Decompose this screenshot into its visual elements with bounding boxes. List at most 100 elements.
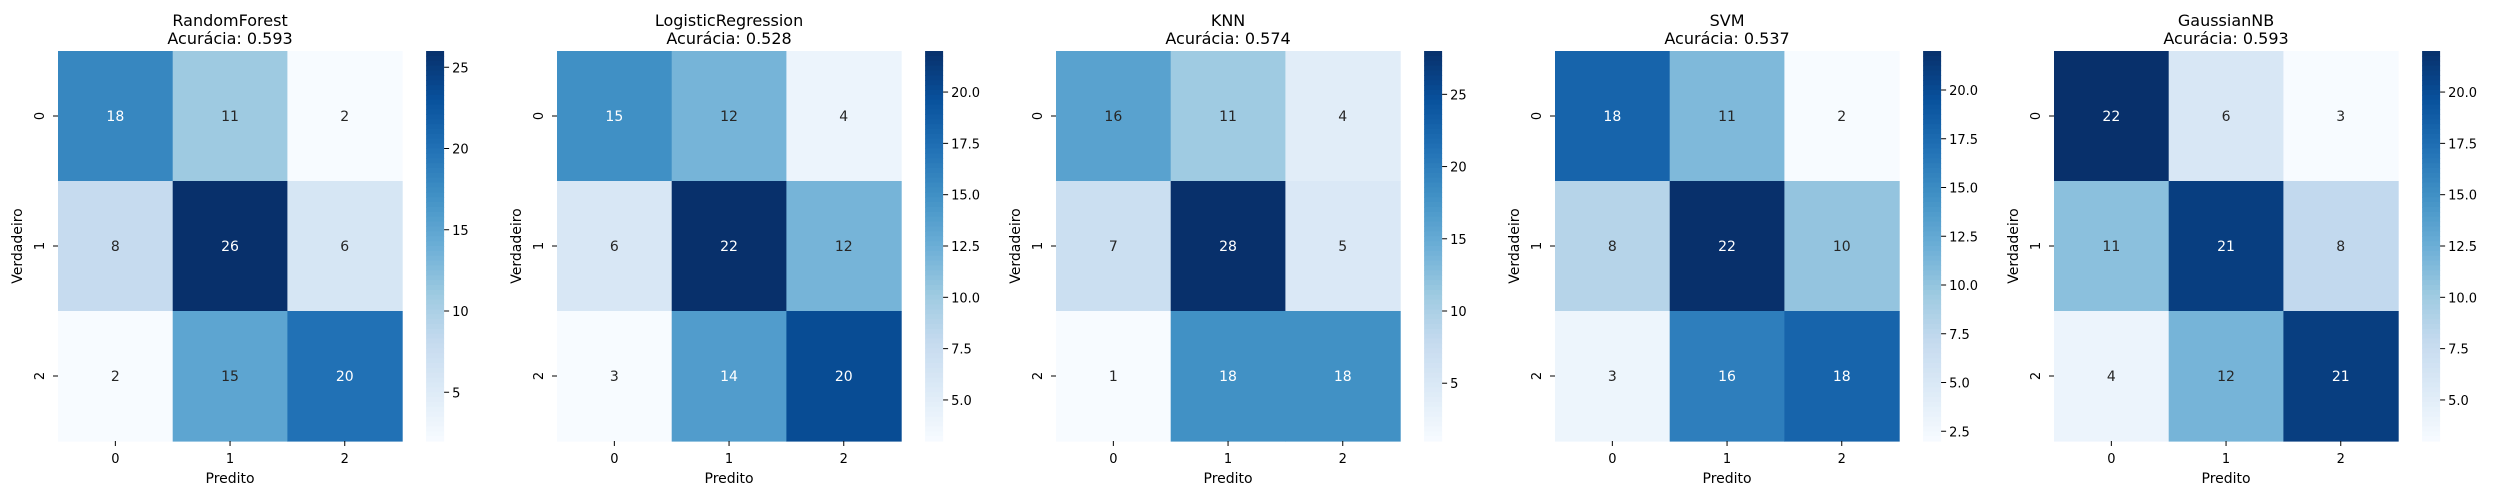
colorbar-segment — [2422, 250, 2441, 257]
colorbar-segment — [2422, 119, 2441, 125]
colorbar-segment — [1424, 119, 1443, 125]
colorbar-segment — [426, 324, 445, 330]
heatmap-cell — [2168, 311, 2284, 442]
colorbar-segment — [426, 392, 445, 398]
colorbar-segment — [925, 436, 944, 442]
colorbar-segment — [426, 246, 445, 252]
cell-value-label: 3 — [1608, 369, 1617, 385]
cell-value-label: 22 — [720, 239, 738, 255]
colorbar-segment — [1923, 114, 1942, 120]
colorbar-segment — [925, 99, 944, 106]
colorbar-segment — [1424, 211, 1443, 218]
colorbar-segment — [426, 55, 445, 62]
colorbar-segment — [1923, 275, 1942, 281]
colorbar-segment — [1923, 221, 1942, 228]
heatmap-cell — [1669, 51, 1785, 182]
colorbar-segment — [1424, 158, 1443, 164]
colorbar-segment — [1923, 319, 1942, 325]
colorbar-tick-label: 10 — [1450, 305, 1467, 320]
colorbar-segment — [925, 250, 944, 257]
colorbar-tick-label: 17.5 — [2448, 137, 2477, 152]
colorbar-segment — [1923, 158, 1942, 164]
colorbar-segment — [2422, 55, 2441, 62]
colorbar-segment — [2422, 353, 2441, 359]
colorbar-segment — [426, 436, 445, 442]
colorbar-segment — [1923, 236, 1942, 242]
colorbar-segment — [426, 90, 445, 96]
heatmap-cell — [1170, 181, 1286, 312]
colorbar-segment — [426, 411, 445, 418]
colorbar-segment — [1923, 421, 1942, 427]
colorbar-segment — [1424, 289, 1443, 296]
colorbar-segment — [2422, 406, 2441, 413]
colorbar-segment — [1923, 182, 1942, 189]
colorbar-segment — [2422, 314, 2441, 320]
colorbar-segment — [2422, 163, 2441, 169]
colorbar-segment — [1424, 275, 1443, 281]
heatmap-cell — [287, 181, 403, 312]
colorbar-segment — [925, 343, 944, 349]
x-tick-label: 0 — [111, 452, 119, 467]
colorbar-segment — [2422, 153, 2441, 159]
colorbar-segment — [1424, 187, 1443, 193]
colorbar-segment — [925, 304, 944, 310]
colorbar-segment — [1424, 421, 1443, 427]
cell-value-label: 6 — [610, 239, 619, 255]
colorbar-segment — [925, 119, 944, 125]
heatmap-cell — [1784, 181, 1900, 312]
colorbar-segment — [925, 294, 944, 301]
colorbar-segment — [925, 397, 944, 403]
colorbar-segment — [2422, 343, 2441, 349]
colorbar-segment — [925, 382, 944, 388]
colorbar-segment — [925, 158, 944, 164]
colorbar-segment — [426, 114, 445, 120]
colorbar-tick-label: 20.0 — [2448, 86, 2477, 101]
x-axis-label: Predito — [705, 471, 754, 487]
heatmap-cell — [1669, 181, 1785, 312]
heatmap-cell — [1285, 311, 1401, 442]
colorbar-segment — [426, 202, 445, 208]
colorbar-segment — [925, 163, 944, 169]
colorbar-segment — [925, 168, 944, 174]
colorbar-segment — [2422, 382, 2441, 388]
colorbar-segment — [1923, 338, 1942, 345]
x-tick-label: 2 — [1838, 452, 1846, 467]
heatmap-cell — [2054, 311, 2170, 442]
colorbar-segment — [1923, 402, 1942, 408]
colorbar-segment — [2422, 60, 2441, 67]
colorbar-tick-label: 10 — [452, 305, 469, 320]
colorbar-segment — [1424, 280, 1443, 286]
colorbar-segment — [426, 236, 445, 242]
colorbar-segment — [426, 260, 445, 267]
colorbar-segment — [1923, 241, 1942, 247]
colorbar-segment — [1424, 231, 1443, 237]
colorbar-segment — [426, 94, 445, 101]
colorbar-segment — [2422, 109, 2441, 115]
colorbar-segment — [1923, 143, 1942, 150]
colorbar-segment — [1923, 255, 1942, 262]
colorbar-segment — [1424, 416, 1443, 423]
colorbar-segment — [1923, 211, 1942, 218]
cell-value-label: 3 — [2336, 109, 2345, 125]
heatmap-cell — [1555, 181, 1671, 312]
heatmap-cell — [1170, 311, 1286, 442]
colorbar-segment — [426, 241, 445, 247]
cell-value-label: 6 — [340, 239, 349, 255]
cell-value-label: 20 — [336, 369, 354, 385]
colorbar-segment — [925, 246, 944, 252]
colorbar-segment — [1923, 246, 1942, 252]
colorbar-segment — [1923, 387, 1942, 393]
cell-value-label: 18 — [1219, 369, 1237, 385]
colorbar-segment — [1424, 182, 1443, 189]
colorbar-segment — [2422, 426, 2441, 432]
colorbar-segment — [1923, 294, 1942, 301]
colorbar-segment — [2422, 133, 2441, 140]
colorbar-segment — [426, 377, 445, 384]
colorbar-segment — [925, 285, 944, 291]
colorbar-segment — [1424, 55, 1443, 62]
colorbar-segment — [2422, 358, 2441, 364]
colorbar-segment — [1923, 436, 1942, 442]
colorbar-tick-label: 12.5 — [2448, 240, 2477, 255]
